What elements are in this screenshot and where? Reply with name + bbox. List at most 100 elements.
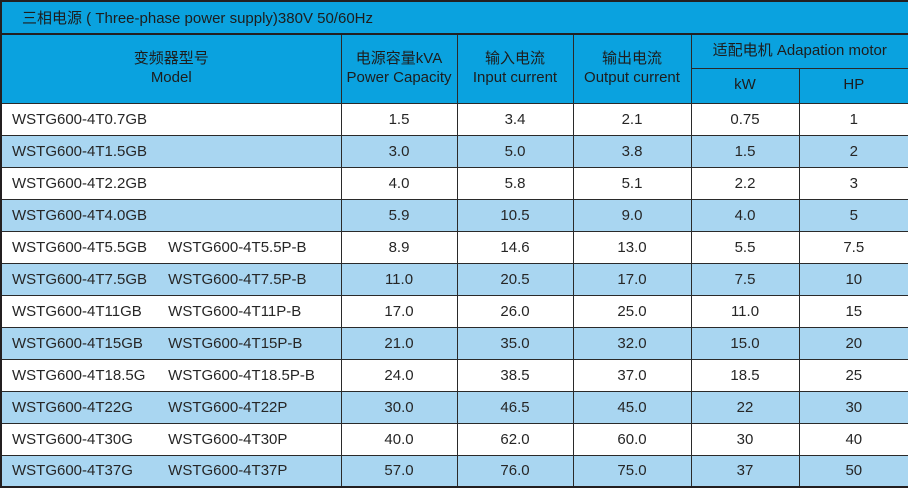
output-current-cell: 2.1 bbox=[572, 102, 692, 136]
col-header-model-en: Model bbox=[150, 68, 192, 86]
model-name-secondary: WSTG600-4T5.5P-B bbox=[168, 238, 307, 256]
input-current-cell: 20.5 bbox=[456, 262, 574, 296]
motor-hp-cell: 10 bbox=[798, 262, 908, 296]
input-current-cell: 3.4 bbox=[456, 102, 574, 136]
table-row: WSTG600-4T1.5GB 3.0 5.0 3.8 1.5 2 bbox=[0, 134, 908, 168]
col-header-input-zh: 输入电流 bbox=[484, 50, 545, 67]
table-row: WSTG600-4T0.7GB 1.5 3.4 2.1 0.75 1 bbox=[0, 102, 908, 136]
model-cell: WSTG600-4T15GB WSTG600-4T15P-B bbox=[0, 326, 342, 360]
input-current-cell: 76.0 bbox=[456, 454, 574, 488]
motor-kw-cell: 0.75 bbox=[690, 102, 800, 136]
model-name-primary: WSTG600-4T1.5GB bbox=[12, 142, 148, 160]
motor-kw-cell: 5.5 bbox=[690, 230, 800, 264]
motor-hp-cell: 15 bbox=[798, 294, 908, 328]
model-cell: WSTG600-4T22G WSTG600-4T22P bbox=[0, 390, 342, 424]
motor-hp-cell: 30 bbox=[798, 390, 908, 424]
model-name-primary: WSTG600-4T11GB bbox=[12, 302, 142, 320]
model-name-primary: WSTG600-4T5.5GB bbox=[12, 238, 148, 256]
motor-hp-cell: 2 bbox=[798, 134, 908, 168]
model-cell: WSTG600-4T0.7GB bbox=[0, 102, 342, 136]
model-name-secondary: WSTG600-4T30P bbox=[168, 430, 288, 448]
power-capacity-cell: 21.0 bbox=[340, 326, 458, 360]
table-row: WSTG600-4T5.5GB WSTG600-4T5.5P-B 8.9 14.… bbox=[0, 230, 908, 264]
model-name-primary: WSTG600-4T18.5G bbox=[12, 366, 146, 384]
motor-kw-cell: 15.0 bbox=[690, 326, 800, 360]
header-row-main: 变频器型号 Model 电源容量kVA Power Capacity 输入电流 … bbox=[0, 33, 908, 104]
power-capacity-cell: 5.9 bbox=[340, 198, 458, 232]
output-current-cell: 25.0 bbox=[572, 294, 692, 328]
table-row: WSTG600-4T15GB WSTG600-4T15P-B 21.0 35.0… bbox=[0, 326, 908, 360]
motor-hp-cell: 40 bbox=[798, 422, 908, 456]
model-name-secondary: WSTG600-4T15P-B bbox=[168, 334, 303, 352]
model-name-primary: WSTG600-4T2.2GB bbox=[12, 174, 148, 192]
input-current-cell: 35.0 bbox=[456, 326, 574, 360]
col-header-hp: HP bbox=[798, 67, 908, 104]
table-row: WSTG600-4T11GB WSTG600-4T11P-B 17.0 26.0… bbox=[0, 294, 908, 328]
output-current-cell: 13.0 bbox=[572, 230, 692, 264]
motor-kw-cell: 2.2 bbox=[690, 166, 800, 200]
col-header-output-en: Output current bbox=[584, 68, 680, 86]
input-current-cell: 38.5 bbox=[456, 358, 574, 392]
input-current-cell: 5.0 bbox=[456, 134, 574, 168]
table-row: WSTG600-4T30G WSTG600-4T30P 40.0 62.0 60… bbox=[0, 422, 908, 456]
model-name-primary: WSTG600-4T37G bbox=[12, 462, 133, 480]
power-capacity-cell: 30.0 bbox=[340, 390, 458, 424]
motor-kw-cell: 11.0 bbox=[690, 294, 800, 328]
output-current-cell: 32.0 bbox=[572, 326, 692, 360]
model-name-primary: WSTG600-4T0.7GB bbox=[12, 110, 148, 128]
output-current-cell: 9.0 bbox=[572, 198, 692, 232]
power-capacity-cell: 24.0 bbox=[340, 358, 458, 392]
model-cell: WSTG600-4T7.5GB WSTG600-4T7.5P-B bbox=[0, 262, 342, 296]
output-current-cell: 3.8 bbox=[572, 134, 692, 168]
col-header-power-zh: 电源容量kVA bbox=[355, 50, 443, 67]
col-header-output-current: 输出电流 Output current bbox=[572, 33, 692, 104]
model-name-primary: WSTG600-4T15GB bbox=[12, 334, 143, 352]
motor-kw-cell: 1.5 bbox=[690, 134, 800, 168]
model-name-secondary: WSTG600-4T11P-B bbox=[168, 302, 302, 320]
motor-kw-cell: 22 bbox=[690, 390, 800, 424]
input-current-cell: 14.6 bbox=[456, 230, 574, 264]
table-body: WSTG600-4T0.7GB 1.5 3.4 2.1 0.75 1 WSTG6… bbox=[0, 102, 908, 488]
model-name-primary: WSTG600-4T22G bbox=[12, 398, 133, 416]
motor-hp-cell: 1 bbox=[798, 102, 908, 136]
col-header-power-capacity: 电源容量kVA Power Capacity bbox=[340, 33, 458, 104]
col-header-output-zh: 输出电流 bbox=[601, 50, 662, 67]
power-capacity-cell: 57.0 bbox=[340, 454, 458, 488]
model-name-secondary: WSTG600-4T37P bbox=[168, 462, 288, 480]
output-current-cell: 17.0 bbox=[572, 262, 692, 296]
model-name-primary: WSTG600-4T4.0GB bbox=[12, 206, 148, 224]
col-header-kw: kW bbox=[690, 67, 800, 104]
power-capacity-cell: 3.0 bbox=[340, 134, 458, 168]
model-name-primary: WSTG600-4T7.5GB bbox=[12, 270, 148, 288]
power-capacity-cell: 40.0 bbox=[340, 422, 458, 456]
input-current-cell: 62.0 bbox=[456, 422, 574, 456]
model-name-secondary: WSTG600-4T22P bbox=[168, 398, 288, 416]
model-cell: WSTG600-4T37G WSTG600-4T37P bbox=[0, 454, 342, 488]
table-row: WSTG600-4T2.2GB 4.0 5.8 5.1 2.2 3 bbox=[0, 166, 908, 200]
model-cell: WSTG600-4T2.2GB bbox=[0, 166, 342, 200]
power-capacity-cell: 4.0 bbox=[340, 166, 458, 200]
power-capacity-cell: 11.0 bbox=[340, 262, 458, 296]
motor-hp-cell: 50 bbox=[798, 454, 908, 488]
input-current-cell: 5.8 bbox=[456, 166, 574, 200]
model-cell: WSTG600-4T5.5GB WSTG600-4T5.5P-B bbox=[0, 230, 342, 264]
motor-hp-cell: 3 bbox=[798, 166, 908, 200]
motor-kw-cell: 30 bbox=[690, 422, 800, 456]
output-current-cell: 5.1 bbox=[572, 166, 692, 200]
table-row: WSTG600-4T22G WSTG600-4T22P 30.0 46.5 45… bbox=[0, 390, 908, 424]
table-row: WSTG600-4T37G WSTG600-4T37P 57.0 76.0 75… bbox=[0, 454, 908, 488]
input-current-cell: 10.5 bbox=[456, 198, 574, 232]
table-row: WSTG600-4T4.0GB 5.9 10.5 9.0 4.0 5 bbox=[0, 198, 908, 232]
power-capacity-cell: 17.0 bbox=[340, 294, 458, 328]
model-cell: WSTG600-4T4.0GB bbox=[0, 198, 342, 232]
input-current-cell: 26.0 bbox=[456, 294, 574, 328]
table-row: WSTG600-4T7.5GB WSTG600-4T7.5P-B 11.0 20… bbox=[0, 262, 908, 296]
output-current-cell: 75.0 bbox=[572, 454, 692, 488]
col-header-model-zh: 变频器型号 bbox=[133, 50, 209, 67]
output-current-cell: 60.0 bbox=[572, 422, 692, 456]
model-cell: WSTG600-4T18.5G WSTG600-4T18.5P-B bbox=[0, 358, 342, 392]
model-cell: WSTG600-4T11GB WSTG600-4T11P-B bbox=[0, 294, 342, 328]
table-title: 三相电源 ( Three-phase power supply)380V 50/… bbox=[0, 0, 908, 35]
output-current-cell: 45.0 bbox=[572, 390, 692, 424]
